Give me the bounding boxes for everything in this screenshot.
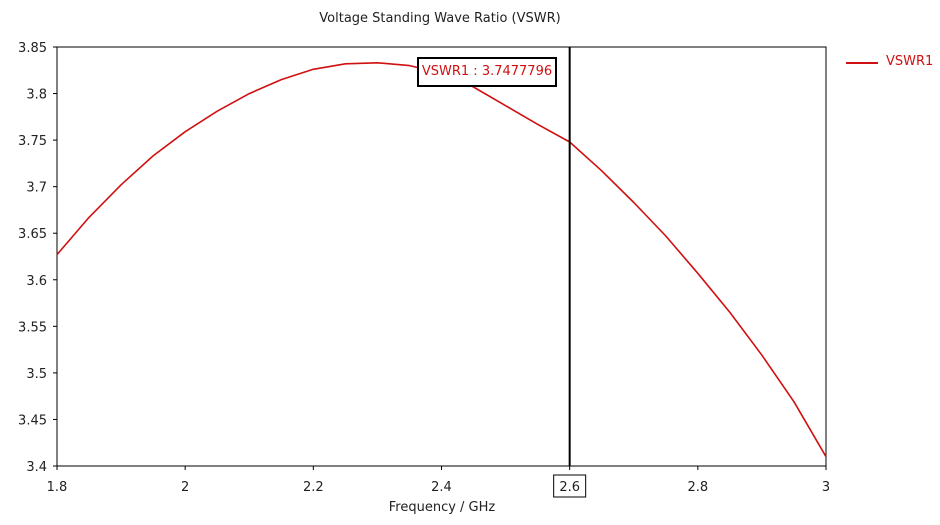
y-tick-label: 3.4	[26, 460, 47, 475]
x-tick-label: 2.8	[687, 480, 708, 495]
y-tick-label: 3.5	[26, 367, 47, 382]
legend-label-vswr1: VSWR1	[886, 54, 934, 69]
x-tick-label: 3	[822, 480, 830, 495]
y-tick-label: 3.6	[26, 274, 47, 289]
y-tick-label: 3.8	[26, 88, 47, 103]
y-tick-label: 3.75	[18, 134, 47, 149]
x-tick-label: 2	[181, 480, 189, 495]
y-tick-label: 3.85	[18, 41, 47, 56]
y-tick-label: 3.45	[18, 413, 47, 428]
y-tick-label: 3.7	[26, 181, 47, 196]
plot-frame	[56, 46, 827, 467]
legend-swatch-vswr1	[846, 62, 878, 64]
x-tick-label: 2.6	[559, 480, 580, 495]
x-axis-label: Frequency / GHz	[388, 500, 496, 515]
x-tick-label: 2.2	[303, 480, 324, 495]
x-tick-label: 1.8	[47, 480, 68, 495]
y-tick-label: 3.55	[18, 320, 47, 335]
marker-readout[interactable]: VSWR1 : 3.7477796	[417, 57, 557, 87]
x-tick-label: 2.4	[431, 480, 452, 495]
chart-title: Voltage Standing Wave Ratio (VSWR)	[319, 11, 561, 26]
marker-readout-text: VSWR1 : 3.7477796	[421, 64, 553, 79]
marker-x-label-box	[553, 474, 587, 498]
y-tick-label: 3.65	[18, 227, 47, 242]
